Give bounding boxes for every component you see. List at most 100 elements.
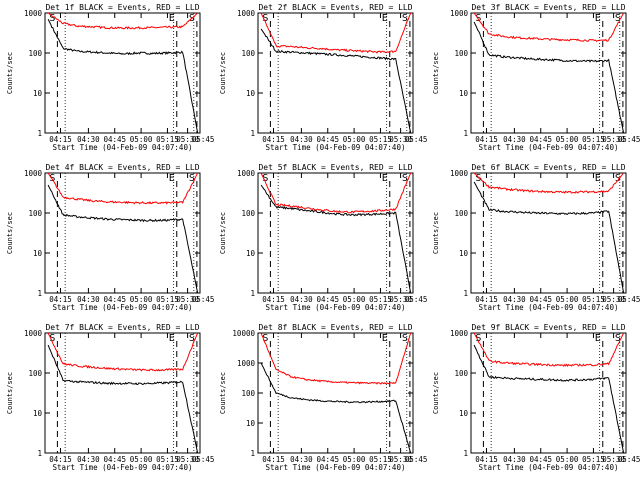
- chart-panel-6: Det 6f BLACK = Events, RED = LLD 1 10 100 10…: [432, 163, 640, 312]
- y-tick-label: 10: [459, 409, 469, 418]
- marker-label: S: [402, 13, 408, 24]
- y-tick-label: 10000: [232, 329, 255, 338]
- y-tick-label: 10: [246, 249, 256, 258]
- plot-frame: [257, 12, 414, 134]
- y-axis-label: Counts/sec: [6, 212, 14, 254]
- chart-title: Det 8f BLACK = Events, RED = LLD: [258, 323, 412, 332]
- lld-series-line: [473, 172, 625, 194]
- x-tick-label: 05:15: [156, 135, 179, 144]
- y-tick-label: 100: [28, 369, 42, 378]
- marker-label: E: [595, 13, 601, 24]
- y-tick-label: 100: [454, 49, 468, 58]
- x-tick-label: 05:00: [343, 295, 366, 304]
- x-tick-label: 04:45: [529, 135, 552, 144]
- y-tick-label: 1: [37, 129, 42, 138]
- x-tick-label: 05:00: [130, 295, 153, 304]
- x-tick-label: 05:00: [556, 135, 579, 144]
- lld-series-line: [47, 332, 199, 372]
- y-tick-label: 10: [459, 249, 469, 258]
- chart-panel-1: Det 1f BLACK = Events, RED = LLD 1 10 100 10…: [6, 3, 214, 152]
- x-tick-label: 05:15: [582, 455, 605, 464]
- marker-label: S: [189, 333, 195, 344]
- x-tick-label: 04:30: [290, 455, 313, 464]
- marker-label: S: [262, 13, 268, 24]
- y-tick-label: 100: [454, 369, 468, 378]
- lld-series-line: [260, 332, 412, 385]
- x-tick-label: 04:30: [503, 295, 526, 304]
- x-tick-label: 05:30: [602, 295, 625, 304]
- y-axis-label: Counts/sec: [432, 212, 440, 254]
- x-tick-label: 04:45: [316, 135, 339, 144]
- chart-title: Det 3f BLACK = Events, RED = LLD: [471, 3, 625, 12]
- y-axis-label: Counts/sec: [219, 52, 227, 94]
- y-tick-label: 1000: [450, 169, 469, 178]
- x-tick-label: 04:15: [49, 455, 72, 464]
- x-tick-label: 05:30: [602, 455, 625, 464]
- lld-series-line: [473, 12, 625, 42]
- y-tick-label: 1: [37, 449, 42, 458]
- x-tick-label: 05:30: [176, 135, 199, 144]
- lld-series-line: [47, 12, 199, 30]
- x-tick-label: 05:30: [389, 135, 412, 144]
- marker-label: S: [189, 173, 195, 184]
- x-axis-label: Start Time (04-Feb-09 04:07:40): [479, 143, 619, 152]
- marker-label: E: [169, 173, 175, 184]
- x-tick-label: 04:15: [475, 295, 498, 304]
- y-axis-label: Counts/sec: [432, 52, 440, 94]
- chart-title: Det 7f BLACK = Events, RED = LLD: [45, 323, 199, 332]
- marker-label: S: [49, 173, 55, 184]
- events-series-line: [473, 344, 625, 454]
- y-tick-label: 100: [241, 389, 255, 398]
- marker-label: S: [49, 13, 55, 24]
- plot-frame: [470, 332, 627, 454]
- y-axis-label: Counts/sec: [219, 372, 227, 414]
- y-tick-label: 100: [28, 49, 42, 58]
- x-tick-label: 05:15: [369, 455, 392, 464]
- y-tick-label: 1: [463, 129, 468, 138]
- x-axis-label: Start Time (04-Feb-09 04:07:40): [479, 463, 619, 472]
- x-tick-label: 04:30: [503, 135, 526, 144]
- events-series-line: [47, 184, 199, 294]
- chart-title: Det 6f BLACK = Events, RED = LLD: [471, 163, 625, 172]
- plot-frame: [44, 172, 201, 294]
- y-tick-label: 1: [250, 129, 255, 138]
- chart-panel-4: Det 4f BLACK = Events, RED = LLD 1 10 100 10…: [6, 163, 214, 312]
- marker-label: E: [382, 173, 388, 184]
- y-tick-label: 100: [454, 209, 468, 218]
- lld-series-line: [47, 172, 199, 205]
- events-series-line: [473, 181, 625, 294]
- x-tick-label: 05:15: [582, 295, 605, 304]
- lld-series-line: [473, 332, 625, 368]
- x-tick-label: 05:00: [556, 295, 579, 304]
- lld-series-line: [260, 12, 412, 54]
- y-tick-label: 1000: [450, 329, 469, 338]
- chart-panel-8: Det 8f BLACK = Events, RED = LLD 1 10 100 10…: [219, 323, 427, 472]
- chart-title: Det 1f BLACK = Events, RED = LLD: [45, 3, 199, 12]
- chart-panel-7: Det 7f BLACK = Events, RED = LLD 1 10 100 10…: [6, 323, 214, 472]
- x-tick-label: 04:15: [262, 135, 285, 144]
- y-tick-label: 1: [250, 449, 255, 458]
- x-tick-label: 05:45: [618, 455, 640, 464]
- x-tick-label: 04:30: [77, 135, 100, 144]
- marker-label: S: [49, 333, 55, 344]
- marker-label: E: [169, 333, 175, 344]
- x-axis-label: Start Time (04-Feb-09 04:07:40): [266, 303, 406, 312]
- x-tick-label: 04:30: [77, 455, 100, 464]
- y-tick-label: 10: [246, 89, 256, 98]
- y-tick-label: 1000: [237, 9, 256, 18]
- x-tick-label: 04:45: [316, 455, 339, 464]
- y-tick-label: 100: [241, 49, 255, 58]
- x-tick-label: 05:45: [192, 455, 215, 464]
- chart-panel-2: Det 2f BLACK = Events, RED = LLD 1 10 100 10…: [219, 3, 427, 152]
- x-tick-label: 04:15: [475, 455, 498, 464]
- x-tick-label: 04:15: [475, 135, 498, 144]
- plot-frame: [470, 172, 627, 294]
- x-tick-label: 05:00: [343, 135, 366, 144]
- x-tick-label: 04:30: [290, 295, 313, 304]
- x-axis-label: Start Time (04-Feb-09 04:07:40): [266, 463, 406, 472]
- x-tick-label: 05:45: [405, 455, 428, 464]
- x-tick-label: 05:30: [176, 295, 199, 304]
- x-tick-label: 05:45: [192, 295, 215, 304]
- x-tick-label: 04:45: [529, 295, 552, 304]
- y-tick-label: 1000: [24, 9, 43, 18]
